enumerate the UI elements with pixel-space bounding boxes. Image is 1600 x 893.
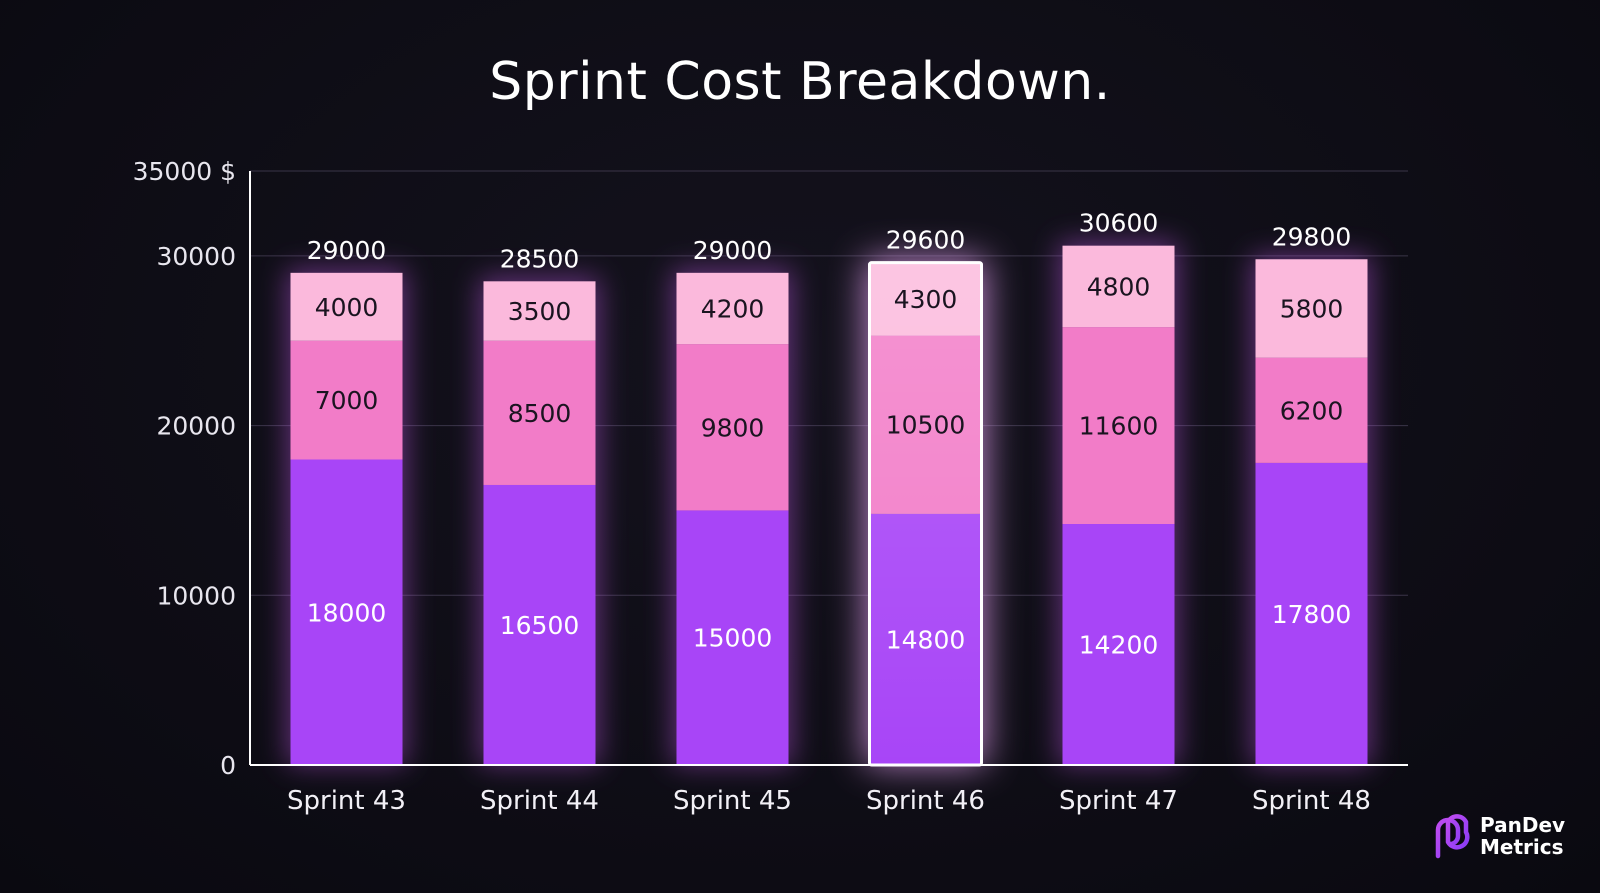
y-tick-label: 30000 (156, 242, 236, 271)
segment-value-label: 16500 (500, 611, 580, 640)
logo-text: PanDev Metrics (1480, 814, 1565, 858)
total-value-label: 29000 (307, 236, 387, 265)
segment-value-label: 4300 (894, 285, 958, 314)
chart-title: Sprint Cost Breakdown. (489, 52, 1111, 112)
segment-value-label: 8500 (508, 399, 572, 428)
grid-layer (250, 170, 1408, 596)
pandev-logo-icon (1435, 814, 1470, 859)
bar-segment-bottom[interactable] (1062, 524, 1175, 765)
bar-segment-top[interactable] (1062, 245, 1175, 328)
segment-value-label: 4000 (315, 293, 379, 322)
segment-value-label: 4200 (701, 294, 765, 323)
y-tick-label: 35000 $ (133, 157, 236, 186)
segment-value-label: 5800 (1280, 294, 1344, 323)
bar-segment-middle[interactable] (290, 340, 403, 460)
logo-line-1: PanDev (1480, 813, 1566, 837)
highlight-overlay (869, 262, 982, 765)
bar-segment-middle[interactable] (1062, 327, 1175, 525)
bar-segment-top[interactable] (1255, 259, 1368, 358)
x-tick-label: Sprint 46 (866, 786, 985, 816)
bars-layer (290, 245, 1368, 767)
axes-layer: 0 10000 20000 30000 35000 $ Sprint 43 Sprint 4… (133, 157, 1408, 816)
glow-layer (286, 241, 1372, 765)
total-value-label: 29000 (693, 236, 773, 265)
total-value-label: 29600 (886, 226, 966, 255)
x-tick-label: Sprint 44 (480, 786, 599, 816)
x-tick-label: Sprint 45 (673, 786, 792, 816)
segment-value-label: 10500 (886, 411, 966, 440)
segment-value-label: 11600 (1079, 412, 1159, 441)
bar-segment-top[interactable] (290, 272, 403, 341)
bar-segment-bottom[interactable] (290, 459, 403, 765)
logo-line-2: Metrics (1480, 835, 1564, 859)
y-tick-label: 10000 (156, 581, 236, 610)
bar-segment-top[interactable] (676, 272, 789, 345)
segment-value-label: 18000 (307, 598, 387, 627)
bar-segment-top[interactable] (483, 281, 596, 341)
segment-value-label: 15000 (693, 624, 773, 653)
labels-layer: 18000 7000 4000 29000 16500 8500 3500 28500 1500… (307, 209, 1352, 660)
x-tick-label: Sprint 48 (1252, 786, 1371, 816)
x-tick-label: Sprint 43 (287, 786, 406, 816)
total-value-label: 28500 (500, 244, 580, 273)
bar-segment-middle[interactable] (1255, 357, 1368, 463)
y-tick-label: 0 (220, 751, 236, 780)
pandev-logo: PanDev Metrics (1432, 812, 1565, 860)
segment-value-label: 3500 (508, 297, 572, 326)
segment-value-label: 9800 (701, 413, 765, 442)
segment-value-label: 6200 (1280, 396, 1344, 425)
segment-value-label: 14800 (886, 625, 966, 654)
bar-segment-bottom[interactable] (676, 510, 789, 765)
bar-segment-bottom[interactable] (1255, 462, 1368, 765)
bar-segment-middle[interactable] (483, 340, 596, 485)
total-value-label: 29800 (1272, 222, 1352, 251)
segment-value-label: 17800 (1272, 600, 1352, 629)
segment-value-label: 14200 (1079, 631, 1159, 660)
y-tick-label: 20000 (156, 412, 236, 441)
segment-value-label: 7000 (315, 386, 379, 415)
segment-value-label: 4800 (1087, 272, 1151, 301)
bar-segment-middle[interactable] (676, 344, 789, 511)
total-value-label: 30600 (1079, 209, 1159, 238)
bar-segment-bottom[interactable] (483, 484, 596, 765)
x-tick-label: Sprint 47 (1059, 786, 1178, 816)
